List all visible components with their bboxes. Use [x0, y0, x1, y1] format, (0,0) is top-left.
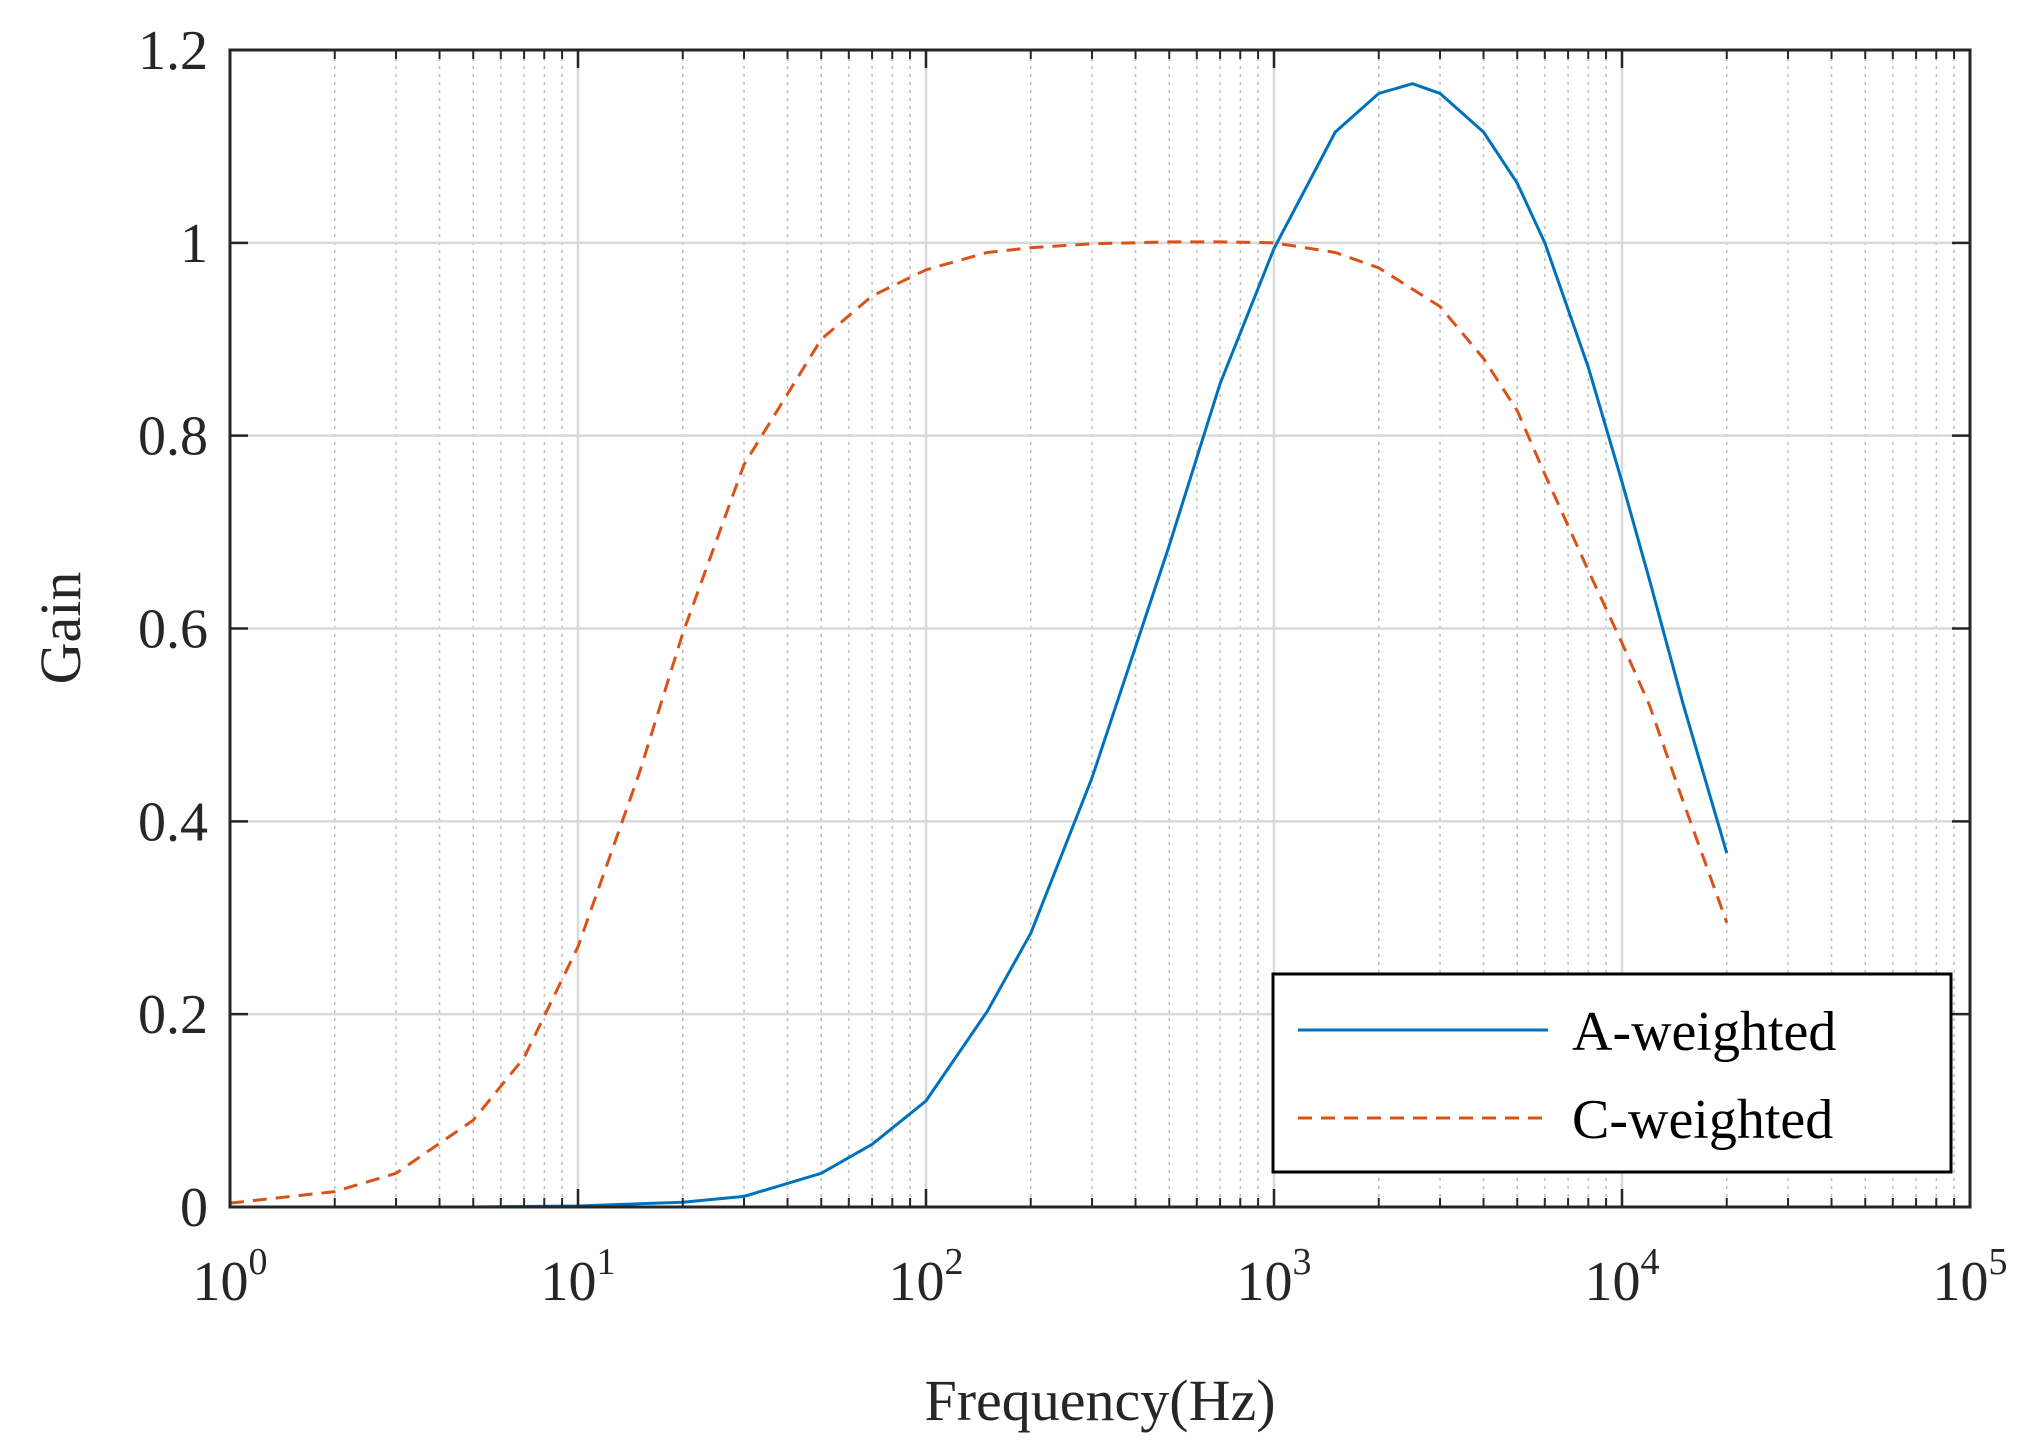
- series-line-c-weighted: [229, 240, 1729, 1205]
- y-tick-label: 1: [180, 213, 208, 275]
- y-tick-label: 1.2: [138, 20, 208, 82]
- x-tick-label: 104: [1585, 1241, 1660, 1313]
- series-line-a-weighted: [230, 82, 1729, 1209]
- y-tick-label: 0.6: [138, 599, 208, 661]
- x-tick-label: 101: [541, 1241, 616, 1313]
- y-tick-label: 0: [180, 1177, 208, 1239]
- x-tick-label: 103: [1237, 1241, 1312, 1313]
- axis-ticks: [228, 48, 1972, 1209]
- y-axis-title: Gain: [28, 572, 93, 685]
- y-tick-label: 0.2: [138, 984, 208, 1046]
- y-tick-label: 0.4: [138, 791, 208, 853]
- series-layer: [229, 82, 1729, 1209]
- legend-label-a-weighted: A-weighted: [1572, 1001, 1836, 1063]
- legend-box: [1271, 972, 1953, 1174]
- y-tick-label: 0.8: [138, 406, 208, 468]
- y-axis-tick-labels: 0 0.2 0.4 0.6 0.8 1 1.2: [138, 20, 208, 1239]
- x-axis-title: Frequency(Hz): [924, 1368, 1275, 1433]
- legend-label-c-weighted: C-weighted: [1572, 1089, 1833, 1151]
- x-axis-tick-labels: 100 101 102 103 104 105: [193, 1241, 2008, 1313]
- x-tick-label: 105: [1933, 1241, 2008, 1313]
- x-tick-label: 102: [889, 1241, 964, 1313]
- legend: A-weighted C-weighted: [1271, 972, 1953, 1174]
- x-tick-label: 100: [193, 1241, 268, 1313]
